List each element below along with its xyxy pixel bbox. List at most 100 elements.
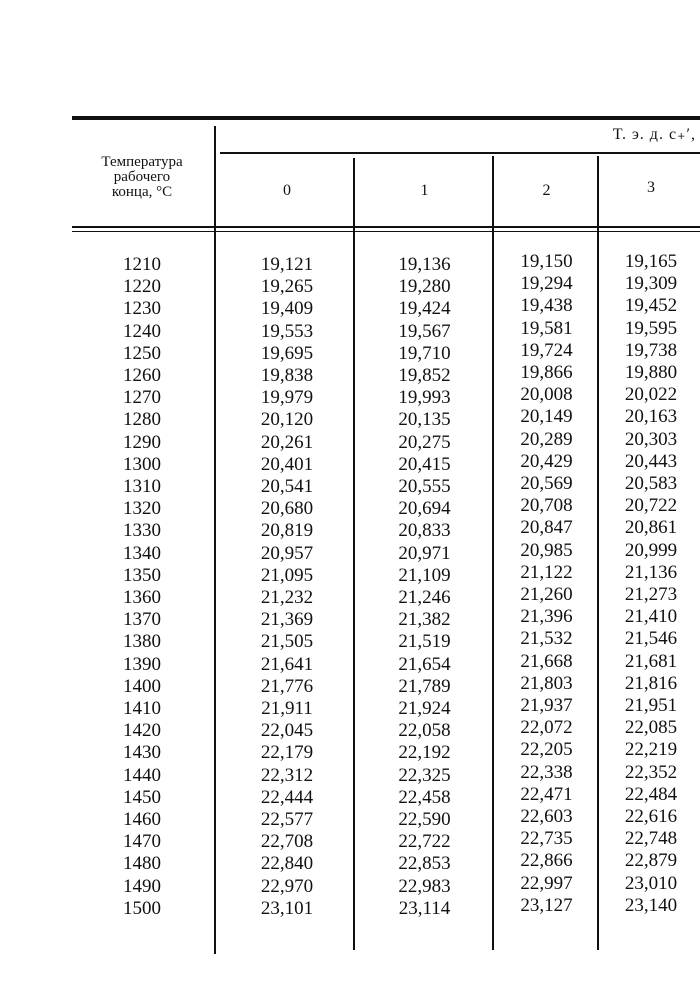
emf-value-cell: 19,724 xyxy=(520,339,573,361)
emf-value-cell: 20,722 xyxy=(624,495,678,517)
emf-value-cell: 21,641 xyxy=(260,653,314,675)
emf-value-cell: 21,396 xyxy=(520,606,573,628)
emf-value-cell: 22,983 xyxy=(398,875,451,897)
header-double-rule xyxy=(72,226,700,228)
emf-value-cell: 22,866 xyxy=(520,850,573,872)
emf-value-cell: 20,555 xyxy=(398,476,451,497)
emf-value-cell: 19,165 xyxy=(624,251,678,272)
row-header-line: Температура xyxy=(101,154,183,170)
emf-value-cell: 22,616 xyxy=(624,806,678,827)
emf-value-cell: 19,695 xyxy=(260,342,314,364)
emf-value-cell: 19,581 xyxy=(520,317,573,339)
temperature-cell: 1370 xyxy=(123,609,161,631)
emf-value-cell: 23,010 xyxy=(624,872,678,894)
emf-value-cell: 21,816 xyxy=(624,672,678,694)
emf-value-cell: 21,232 xyxy=(260,587,314,608)
emf-value-cell: 21,911 xyxy=(261,698,313,719)
emf-value-cell: 20,429 xyxy=(520,450,573,472)
emf-value-cell: 22,205 xyxy=(520,739,573,761)
emf-value-cell: 22,072 xyxy=(520,717,573,739)
emf-value-cell: 23,127 xyxy=(520,894,573,916)
emf-value-cell: 22,179 xyxy=(260,742,314,764)
emf-value-cell: 22,722 xyxy=(398,831,451,853)
temperature-cell: 1380 xyxy=(123,631,161,653)
temperature-cell: 1280 xyxy=(123,409,161,431)
emf-value-cell: 21,369 xyxy=(260,609,314,631)
row-header: Температура рабочего конца, °С xyxy=(72,155,212,200)
temperature-cell: 1490 xyxy=(123,875,161,897)
emf-value-cell: 21,122 xyxy=(520,561,573,583)
emf-value-cell: 19,150 xyxy=(520,251,573,272)
emf-value-cell: 21,519 xyxy=(398,631,451,653)
emf-value-cell: 20,694 xyxy=(398,498,451,520)
emf-value-cell: 21,410 xyxy=(624,606,678,628)
emf-value-cell: 19,280 xyxy=(398,276,451,298)
emf-value-cell: 21,668 xyxy=(520,650,573,672)
emf-value-cell: 22,970 xyxy=(260,875,314,897)
emf-value-cell: 20,303 xyxy=(624,428,678,450)
emf-value-cell: 22,997 xyxy=(520,872,573,894)
temperature-cell: 1410 xyxy=(123,698,161,719)
emf-value-cell: 22,045 xyxy=(260,720,314,742)
emf-value-cell: 19,567 xyxy=(398,320,451,342)
emf-value-cell: 21,681 xyxy=(624,650,678,672)
emf-value-cell: 22,735 xyxy=(520,828,573,850)
emf-value-cell: 19,265 xyxy=(260,276,314,298)
temperature-cell: 1440 xyxy=(123,764,161,786)
emf-value-cell: 21,937 xyxy=(520,695,573,716)
emf-value-cell: 20,289 xyxy=(520,428,573,450)
emf-value-cell: 19,136 xyxy=(398,254,451,275)
emf-value-cell: 22,853 xyxy=(398,853,451,875)
emf-value-cell: 21,546 xyxy=(624,628,678,650)
emf-value-cell: 23,140 xyxy=(624,894,678,916)
emf-value-cell: 20,985 xyxy=(520,539,573,561)
temperature-cell: 1480 xyxy=(123,853,161,875)
emf-value-cell: 20,275 xyxy=(398,431,451,453)
emf-value-cell: 20,861 xyxy=(624,517,678,539)
emf-value-cell: 21,273 xyxy=(624,584,678,605)
column-header: 2 xyxy=(542,182,551,199)
column-header: 1 xyxy=(420,182,429,199)
emf-value-cell: 19,838 xyxy=(260,365,314,386)
temperature-cell: 1240 xyxy=(123,320,161,342)
column-divider xyxy=(214,126,216,954)
emf-value-cell: 21,924 xyxy=(398,698,451,719)
emf-value-cell: 19,121 xyxy=(260,254,314,275)
column-divider xyxy=(492,156,494,950)
emf-value-cell: 20,163 xyxy=(624,406,678,428)
emf-value-cell: 22,603 xyxy=(520,806,573,827)
header-double-rule xyxy=(72,231,700,232)
emf-value-cell: 19,866 xyxy=(520,362,573,383)
temperature-cell: 1460 xyxy=(123,809,161,830)
emf-value-cell: 21,095 xyxy=(260,564,314,586)
column-header: 3 xyxy=(647,179,655,196)
emf-value-cell: 20,261 xyxy=(260,431,314,453)
emf-value-cell: 20,443 xyxy=(624,450,678,472)
emf-value-cell: 19,409 xyxy=(260,298,314,320)
table-top-rule xyxy=(72,116,700,120)
emf-value-cell: 22,879 xyxy=(624,850,678,872)
emf-value-cell: 22,458 xyxy=(398,786,451,808)
emf-value-cell: 22,058 xyxy=(398,720,451,742)
temperature-cell: 1230 xyxy=(123,298,161,320)
emf-value-cell: 22,577 xyxy=(260,809,314,830)
emf-value-cell: 23,114 xyxy=(398,897,451,919)
emf-value-cell: 20,708 xyxy=(520,495,573,517)
emf-value-cell: 20,957 xyxy=(260,542,314,564)
emf-value-cell: 21,532 xyxy=(520,628,573,650)
emf-value-cell: 19,294 xyxy=(520,273,573,295)
emf-value-cell: 20,971 xyxy=(398,542,451,564)
emf-value-cell: 19,993 xyxy=(398,387,451,409)
emf-value-cell: 21,803 xyxy=(520,672,573,694)
temperature-cell: 1260 xyxy=(123,365,161,386)
emf-value-cell: 22,312 xyxy=(260,764,314,786)
emf-value-cell: 21,260 xyxy=(520,584,573,605)
emf-value-cell: 22,085 xyxy=(624,717,678,739)
temperature-cell: 1220 xyxy=(123,276,161,298)
emf-value-cell: 20,680 xyxy=(260,498,314,520)
emf-value-cell: 20,401 xyxy=(260,453,314,475)
emf-value-cell: 19,309 xyxy=(624,273,678,295)
temperature-cell: 1270 xyxy=(123,387,161,409)
temperature-cell: 1320 xyxy=(123,498,161,520)
emf-value-cell: 20,135 xyxy=(398,409,451,431)
